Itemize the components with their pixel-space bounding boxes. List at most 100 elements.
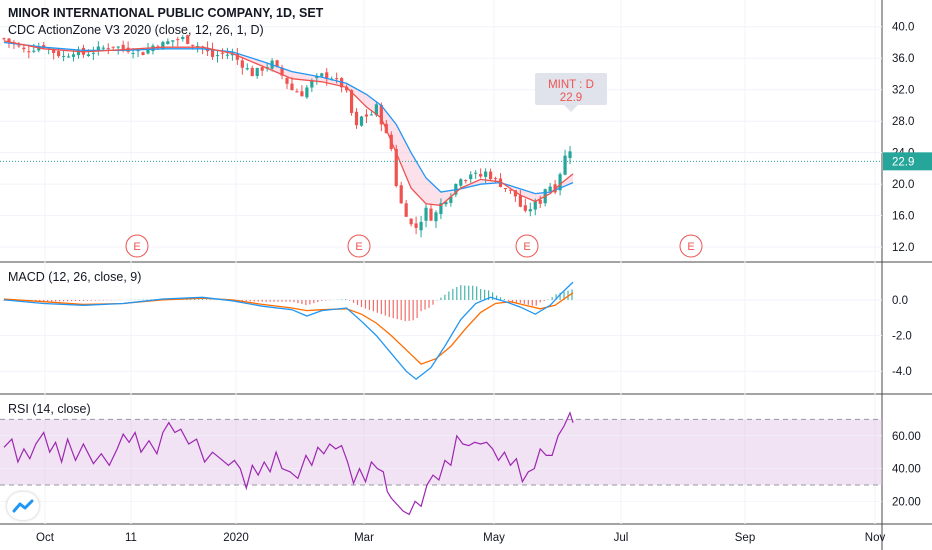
candle-body [121,44,125,50]
tradingview-logo[interactable] [7,492,39,520]
candle-body [176,39,180,41]
y-tick-label: 60.00 [892,431,921,443]
last-price-label: 22.9 [892,156,914,168]
candle-body [508,189,513,191]
candle-body [424,207,428,221]
candle-body [186,35,190,44]
candle-body [220,52,225,54]
candle-body [96,46,100,52]
candle-body [52,49,56,53]
candle-body [37,47,41,51]
candle-body [57,51,61,57]
candle-body [449,196,453,203]
candle-body [379,104,383,125]
callout-price: 22.9 [560,92,582,104]
y-tick-label: 28.0 [892,116,914,128]
x-tick-label: Jul [614,532,629,544]
candle-body [419,221,423,231]
candle-body [369,114,374,116]
earnings-marker [125,234,149,258]
candle-body [181,37,185,40]
candle-body [7,38,11,42]
callout-symbol: MINT : D [548,79,594,91]
candle-body [116,46,120,48]
candle-body [260,67,264,71]
candle-body [558,174,562,191]
candle-body [484,171,488,177]
candle-body [429,208,433,221]
candle-body [444,201,448,205]
candle-body [290,83,294,91]
earnings-marker-label: E [133,241,140,253]
candle-body [215,55,220,57]
candle-body [255,67,259,77]
y-tick-label: 32.0 [892,85,914,97]
y-tick-label: 40.00 [892,464,921,476]
earnings-marker-label: E [687,241,694,253]
indicator-label[interactable]: CDC ActionZone V3 2020 (close, 12, 26, 1… [8,23,264,37]
candle-body [394,148,398,186]
candle-body [335,78,339,80]
chart-title: MINOR INTERNATIONAL PUBLIC COMPANY, 1D, … [8,6,324,20]
candle-body [2,38,6,40]
macd-signal-line [3,292,574,365]
candle-body [404,203,408,217]
candle-body [240,60,244,68]
candle-body [349,90,354,113]
candle-body [106,48,110,50]
candle-body [250,67,254,77]
y-tick-label: 20.00 [892,496,921,508]
rsi-line [3,411,574,516]
candle-body [280,67,284,76]
x-tick-label: 2020 [223,532,249,544]
candle-body [434,212,438,222]
candle-body [513,190,518,197]
y-tick-label: 16.0 [892,211,914,223]
candle-body [210,48,215,57]
candle-body [66,56,71,58]
candle-body [101,47,105,49]
candle-body [275,60,279,67]
candle-body [300,91,304,97]
candle-body [409,218,413,225]
rsi-label[interactable]: RSI (14, close) [8,402,91,416]
candle-body [568,151,572,158]
earnings-marker-label: E [523,241,530,253]
y-tick-label: 36.0 [892,53,914,65]
candle-body [374,104,378,116]
candle-body [488,171,493,180]
candle-body [538,199,542,204]
candle-body [166,41,170,44]
candle-body [320,73,324,77]
candle-body [225,54,230,56]
candle-body [146,48,150,54]
candle-body [171,40,175,42]
candle-body [161,41,165,50]
earnings-marker [679,234,703,258]
y-tick-label: -2.0 [892,331,912,343]
candle-body [315,75,319,79]
candle-body [523,205,527,211]
x-tick-label: Sep [735,532,755,544]
candle-body [528,209,532,212]
x-tick-label: Oct [36,532,55,544]
candle-body [76,49,81,56]
candle-body [295,91,299,93]
candle-body [414,223,418,228]
cloud-icon [12,499,34,513]
earnings-marker [347,234,371,258]
macd-label[interactable]: MACD (12, 26, close, 9) [8,270,142,284]
candle-body [285,77,289,84]
candle-body [245,68,249,70]
candle-body [27,51,31,53]
candle-body [141,52,145,56]
candle-body [354,111,359,126]
candle-body [479,173,483,177]
candle-body [86,54,91,56]
candle-body [548,186,552,192]
x-tick-label: Mar [354,532,374,544]
candle-body [439,203,443,215]
candle-body [563,155,567,175]
candle-body [17,45,21,47]
